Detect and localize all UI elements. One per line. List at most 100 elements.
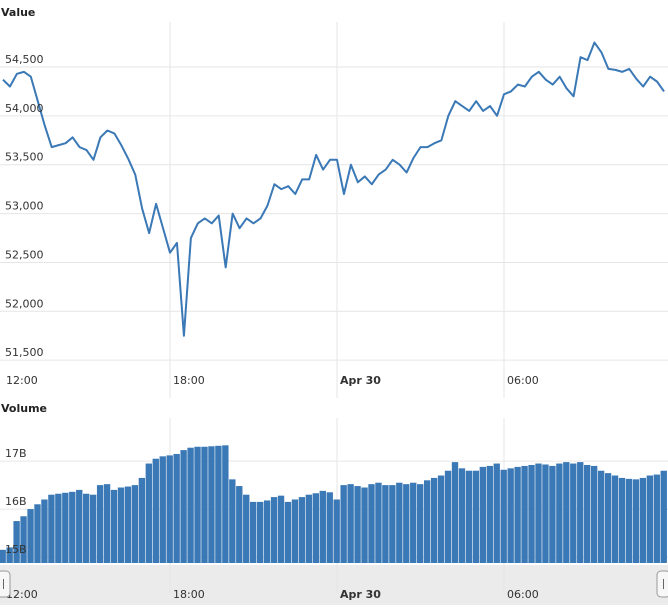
volume-bar (465, 470, 473, 563)
volume-bar (250, 501, 257, 563)
navigator-handle (0, 570, 11, 598)
volume-bar (570, 463, 577, 563)
volume-bar (493, 463, 500, 563)
y-tick-label: 51,500 (5, 346, 44, 359)
volume-bar (291, 499, 299, 563)
volume-bar (451, 462, 459, 563)
volume-bar (110, 489, 118, 563)
volume-bar (20, 516, 27, 563)
y-tick-label: 54,500 (5, 53, 44, 66)
volume-bar (6, 547, 13, 563)
volume-bar (507, 468, 514, 563)
volume-bar (152, 458, 159, 563)
y-tick-label: 53,500 (5, 151, 44, 164)
volume-bar (187, 447, 194, 563)
x-tick-label: 18:00 (173, 588, 205, 601)
volume-bar (34, 504, 41, 563)
y-tick-label: 52,000 (5, 297, 44, 310)
volume-bar (284, 501, 292, 563)
volume-bar (423, 480, 431, 563)
x-tick-label: 06:00 (507, 374, 539, 387)
volume-bar (222, 445, 229, 563)
volume-bar (103, 484, 111, 563)
volume-bar (382, 485, 389, 563)
volume-bar (486, 465, 493, 563)
volume-bar (173, 453, 180, 563)
volume-bar (319, 490, 326, 563)
volume-bar (229, 479, 236, 563)
volume-bar (69, 491, 76, 563)
volume-bar (375, 482, 382, 563)
volume-bar (500, 469, 507, 563)
volume-bar (577, 462, 584, 563)
volume-bar (13, 521, 20, 563)
volume-bar (396, 482, 403, 563)
volume-bar (236, 486, 243, 563)
navigator-band (0, 565, 668, 605)
volume-bar (138, 477, 146, 563)
volume-bar (208, 446, 215, 563)
x-tick-label: 12:00 (6, 588, 38, 601)
volume-bar (194, 446, 201, 563)
volume-bar (76, 489, 83, 563)
volume-bar (403, 484, 410, 563)
panel-title: Value (1, 6, 35, 19)
volume-bar (96, 485, 104, 563)
volume-bar (62, 492, 69, 563)
y-tick-label: 52,500 (5, 248, 44, 261)
volume-bar (340, 485, 347, 563)
y-tick-label: 54,000 (5, 102, 44, 115)
volume-bar (27, 509, 34, 563)
volume-bar (83, 493, 90, 563)
volume-bar (632, 479, 640, 563)
volume-bar (597, 470, 605, 563)
x-tick-label: 12:00 (6, 374, 38, 387)
volume-bar (354, 486, 361, 563)
volume-bar (180, 450, 187, 563)
volume-bar (270, 497, 278, 563)
y-tick-label: 16B (5, 495, 27, 508)
volume-bar (326, 492, 333, 563)
volume-bar (361, 487, 368, 563)
panel-title: Volume (1, 402, 47, 415)
x-tick-label: 06:00 (507, 588, 539, 601)
volume-bar (159, 456, 166, 563)
volume-bar (298, 497, 306, 563)
volume-bar (312, 493, 320, 563)
volume-bar (542, 464, 549, 563)
volume-bar (514, 466, 521, 563)
volume-bar (535, 463, 542, 563)
volume-bar (0, 549, 6, 563)
volume-bar (660, 470, 667, 563)
volume-bar (556, 463, 563, 563)
volume-bar (584, 464, 591, 563)
x-tick-label: 18:00 (173, 374, 205, 387)
volume-bar (528, 464, 535, 563)
volume-bar (417, 484, 424, 563)
volume-bar (243, 494, 250, 563)
volume-bar (263, 500, 271, 563)
volume-bar (368, 484, 375, 563)
volume-bar (611, 475, 619, 563)
volume-bar (55, 493, 62, 563)
volume-bar (166, 455, 173, 563)
volume-bar (549, 465, 556, 563)
volume-bar (437, 475, 445, 563)
volume-bar (639, 477, 647, 563)
volume-bar (458, 468, 466, 563)
volume-bar (201, 446, 208, 563)
navigator-handle (656, 570, 668, 598)
volume-bar (590, 465, 598, 563)
volume-bar (389, 485, 396, 563)
volume-bar (444, 470, 452, 563)
volume-bar (117, 487, 125, 563)
volume-bar (256, 501, 264, 563)
volume-bar (646, 475, 654, 563)
volume-bar (563, 462, 570, 563)
volume-bar (618, 477, 626, 563)
volume-bar (410, 482, 417, 563)
volume-bar (41, 499, 48, 563)
price-line (2, 41, 665, 337)
volume-bar (604, 473, 612, 563)
volume-bar (430, 477, 438, 563)
